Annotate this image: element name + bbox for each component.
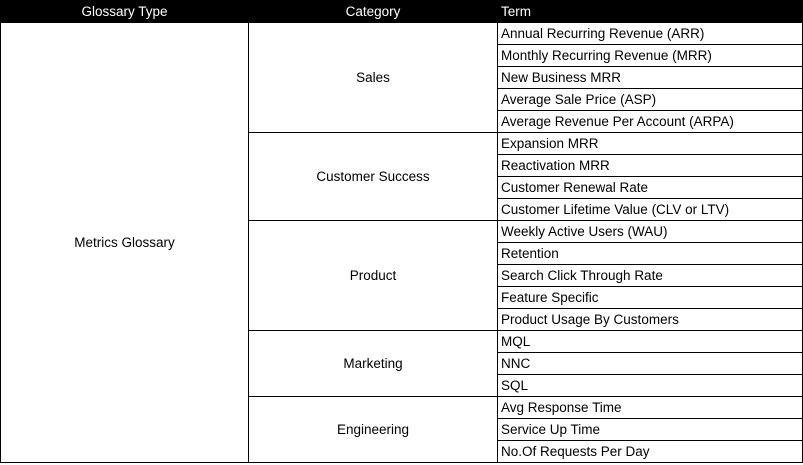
term-cell: SQL [497, 374, 803, 397]
category-cell: Sales [248, 22, 498, 133]
term-cell: Customer Renewal Rate [497, 176, 803, 199]
table-row: Service Up Time [1, 418, 803, 441]
term-cell: Average Revenue Per Account (ARPA) [497, 110, 803, 133]
term-cell: Search Click Through Rate [497, 264, 803, 287]
term-cell: Avg Response Time [497, 396, 803, 419]
term-cell: Weekly Active Users (WAU) [497, 220, 803, 243]
term-cell: MQL [497, 330, 803, 353]
table-row: Customer Lifetime Value (CLV or LTV) [1, 198, 803, 221]
table-row: Metrics Glossary Sales Annual Recurring Re… [0, 22, 803, 463]
category-cell: Marketing [248, 330, 498, 397]
table-row: Marketing MQL [1, 330, 803, 397]
glossary-type-cell: Metrics Glossary [0, 22, 249, 463]
term-cell: No.Of Requests Per Day [497, 440, 803, 463]
term-cell: Monthly Recurring Revenue (MRR) [497, 44, 803, 67]
term-cell: Retention [497, 242, 803, 265]
table-row: Feature Specific [1, 286, 803, 309]
table-row: Retention [1, 242, 803, 265]
table-row: New Business MRR [1, 66, 803, 89]
glossary-type-header: Glossary Type [0, 0, 249, 23]
table-row: Engineering Avg Response Time [1, 396, 803, 463]
term-cell: Average Sale Price (ASP) [497, 88, 803, 111]
term-cell: Product Usage By Customers [497, 308, 803, 331]
glossary-body: Metrics Glossary Sales Annual Recurring Re… [0, 22, 803, 463]
term-cell: Customer Lifetime Value (CLV or LTV) [497, 198, 803, 221]
table-row: No.Of Requests Per Day [1, 440, 803, 463]
term-cell: Feature Specific [497, 286, 803, 309]
table-row: SQL [1, 374, 803, 397]
table-row: NNC [1, 352, 803, 375]
header-row: Glossary Type Category Term [0, 0, 803, 23]
term-cell: Reactivation MRR [497, 154, 803, 177]
table-row: Product Weekly Active Users (WAU) [1, 220, 803, 331]
term-header: Term [497, 0, 803, 23]
table-row: Reactivation MRR [1, 154, 803, 177]
term-cell: New Business MRR [497, 66, 803, 89]
category-cell: Product [248, 220, 498, 331]
table-row: Customer Success Expansion MRR [1, 132, 803, 221]
term-cell: Expansion MRR [497, 132, 803, 155]
term-cell: Service Up Time [497, 418, 803, 441]
category-cell: Customer Success [248, 132, 498, 221]
table-row: Average Sale Price (ASP) [1, 88, 803, 111]
table-row: Product Usage By Customers [1, 308, 803, 331]
table-row: Monthly Recurring Revenue (MRR) [1, 44, 803, 67]
term-cell: Annual Recurring Revenue (ARR) [497, 22, 803, 45]
category-cell: Engineering [248, 396, 498, 463]
term-cell: NNC [497, 352, 803, 375]
category-header: Category [248, 0, 498, 23]
